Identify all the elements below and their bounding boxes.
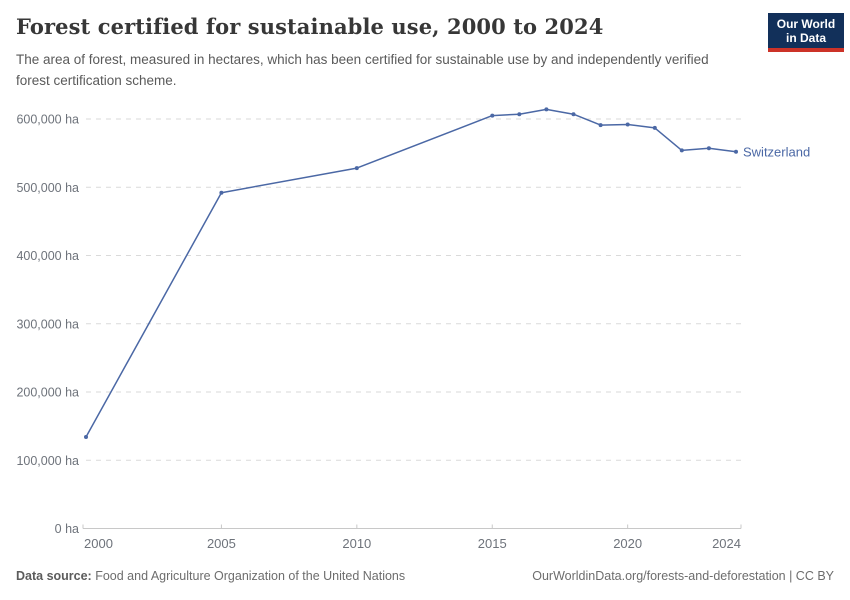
data-point[interactable] xyxy=(679,148,684,153)
y-tick-label: 300,000 ha xyxy=(16,317,79,331)
footer-link[interactable]: OurWorldinData.org/forests-and-deforesta… xyxy=(532,569,834,583)
data-point[interactable] xyxy=(571,112,576,117)
data-point[interactable] xyxy=(544,107,549,112)
data-point[interactable] xyxy=(354,166,359,171)
owid-logo[interactable]: Our World in Data xyxy=(768,13,844,52)
entity-label[interactable]: Switzerland xyxy=(743,144,810,159)
data-point[interactable] xyxy=(734,149,738,154)
data-source-label: Data source: xyxy=(16,569,92,583)
y-tick-label: 0 ha xyxy=(55,522,79,536)
page-title: Forest certified for sustainable use, 20… xyxy=(16,14,604,39)
data-point[interactable] xyxy=(84,435,88,439)
data-point[interactable] xyxy=(652,125,657,130)
x-tick-label: 2005 xyxy=(207,536,236,551)
y-tick-label: 600,000 ha xyxy=(16,113,79,127)
data-source-value: Food and Agriculture Organization of the… xyxy=(95,569,406,583)
y-tick-label: 200,000 ha xyxy=(16,386,79,400)
data-point[interactable] xyxy=(219,190,224,195)
data-source: Data source: Food and Agriculture Organi… xyxy=(16,569,405,583)
data-point[interactable] xyxy=(490,113,495,118)
chart-footer: Data source: Food and Agriculture Organi… xyxy=(16,569,834,583)
data-point[interactable] xyxy=(625,122,630,127)
x-tick-label: 2024 xyxy=(712,536,741,551)
data-point[interactable] xyxy=(517,112,522,117)
data-point[interactable] xyxy=(598,123,603,128)
x-tick-label: 2015 xyxy=(478,536,507,551)
x-tick-label: 2000 xyxy=(84,536,113,551)
series-line[interactable] xyxy=(85,108,737,438)
chart-subtitle: The area of forest, measured in hectares… xyxy=(16,52,709,88)
y-tick-label: 400,000 ha xyxy=(16,249,79,263)
data-point[interactable] xyxy=(706,146,711,151)
logo-line-2: in Data xyxy=(785,30,826,45)
y-tick-label: 500,000 ha xyxy=(16,181,79,195)
y-tick-label: 100,000 ha xyxy=(16,454,79,468)
x-tick-label: 2010 xyxy=(342,536,371,551)
x-tick-label: 2020 xyxy=(613,536,642,551)
logo-line-1: Our World xyxy=(776,16,836,31)
